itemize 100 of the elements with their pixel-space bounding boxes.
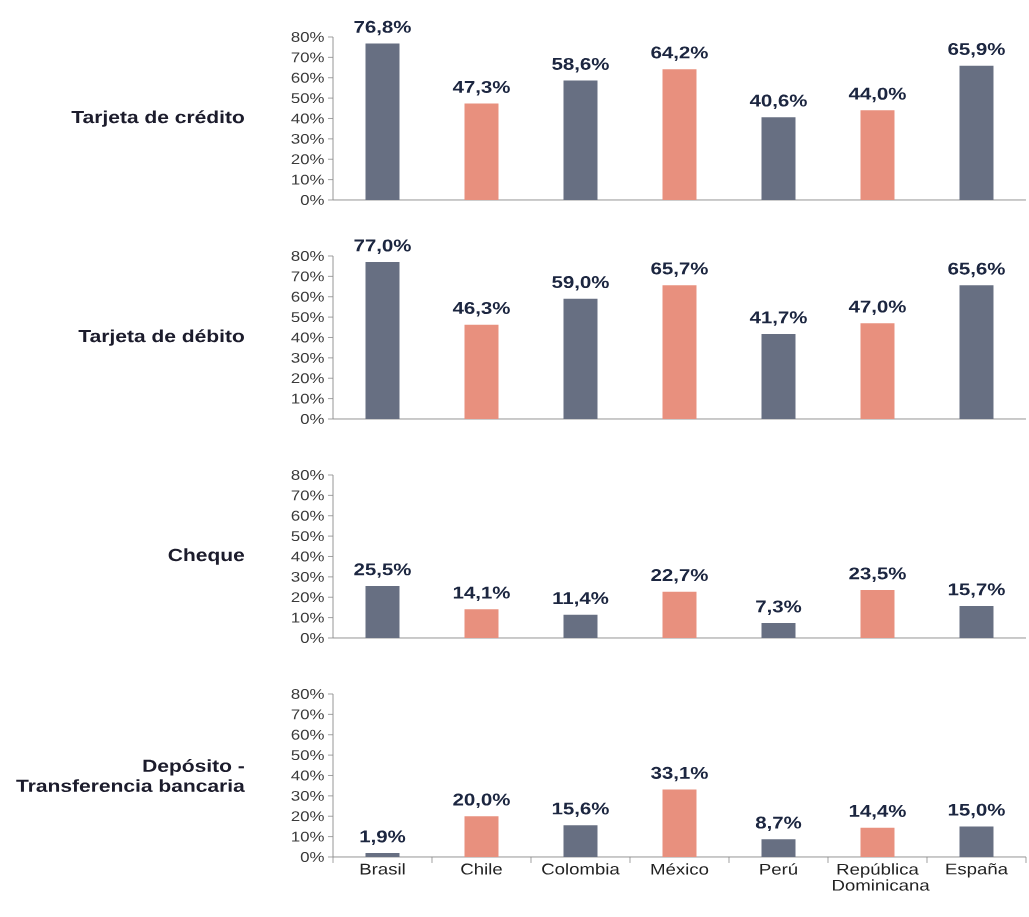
y-tick-label: 20%: [291, 154, 324, 165]
data-label: 7,3%: [756, 600, 802, 615]
data-label: 64,2%: [651, 46, 708, 61]
y-tick-label: 10%: [292, 174, 324, 185]
data-label: 15,6%: [552, 802, 609, 818]
y-tick-label: 30%: [291, 352, 324, 363]
y-tick-label: 40%: [291, 332, 324, 343]
bar: [959, 606, 994, 638]
x-tick-label: Brasil: [360, 863, 405, 875]
y-tick-label: 10%: [292, 831, 324, 842]
bar: [761, 623, 796, 638]
data-label: 1,9%: [360, 830, 406, 845]
y-tick-label: 70%: [291, 490, 324, 501]
bar: [464, 324, 499, 419]
data-label: 14,1%: [453, 586, 510, 602]
data-label: 65,9%: [948, 43, 1005, 58]
y-tick-label: 50%: [291, 93, 324, 104]
data-label: 41,7%: [749, 311, 807, 326]
data-label: 14,4%: [849, 804, 906, 820]
x-tick-label: México: [651, 863, 709, 875]
data-label: 15,7%: [948, 583, 1005, 598]
y-tick-label: 20%: [291, 373, 324, 384]
y-tick-label: 50%: [291, 531, 324, 542]
x-tick-label: República Dominicana: [833, 863, 930, 891]
data-label: 46,3%: [452, 301, 510, 317]
bar: [563, 80, 598, 200]
bar: [365, 262, 400, 419]
y-axis-title: Depósito - Transferencia bancaria: [16, 758, 245, 792]
bar: [365, 586, 400, 638]
y-tick-label: 80%: [291, 251, 324, 261]
y-tick-label: 60%: [291, 510, 324, 521]
data-label: 25,5%: [354, 563, 411, 578]
x-tick-label: Chile: [461, 863, 502, 875]
y-tick-label: 0%: [300, 195, 324, 205]
x-tick-label: España: [946, 863, 1009, 878]
y-tick-label: 70%: [291, 52, 324, 63]
y-tick-label: 60%: [291, 291, 324, 302]
y-tick-label: 70%: [291, 271, 324, 282]
bar: [563, 825, 598, 857]
bar: [959, 65, 994, 200]
y-tick-label: 40%: [291, 770, 324, 781]
data-label: 47,3%: [452, 80, 510, 96]
y-tick-label: 30%: [291, 133, 324, 144]
data-label: 23,5%: [849, 567, 906, 582]
bar: [662, 285, 697, 419]
y-tick-label: 20%: [291, 592, 324, 603]
data-label: 15,0%: [948, 803, 1005, 819]
bar: [761, 117, 796, 200]
bar: [365, 43, 400, 200]
y-tick-label: 10%: [292, 612, 324, 623]
bar: [464, 816, 499, 857]
y-axis-title: Tarjeta de crédito: [71, 110, 244, 127]
data-label: 76,8%: [354, 20, 411, 36]
bar: [860, 110, 895, 200]
bar: [761, 839, 796, 857]
bar: [662, 591, 697, 638]
y-tick-label: 80%: [291, 32, 324, 42]
y-axis-title: Cheque: [168, 548, 245, 565]
data-label: 8,7%: [755, 816, 802, 832]
data-label: 33,1%: [651, 766, 708, 782]
bar: [464, 609, 499, 638]
y-tick-label: 0%: [300, 852, 324, 862]
y-tick-label: 80%: [291, 689, 324, 699]
data-label: 77,0%: [354, 239, 411, 254]
data-label: 59,0%: [552, 276, 609, 291]
data-label: 47,0%: [848, 300, 906, 316]
bar: [761, 334, 796, 419]
y-tick-label: 80%: [291, 470, 324, 480]
y-tick-label: 40%: [291, 551, 324, 562]
x-tick-label: Colombia: [542, 863, 620, 875]
y-tick-label: 60%: [291, 729, 324, 740]
y-tick-label: 60%: [291, 72, 324, 83]
data-label: 44,0%: [848, 87, 906, 103]
y-tick-label: 30%: [291, 571, 324, 582]
bar: [959, 826, 994, 857]
y-tick-label: 50%: [291, 312, 324, 323]
y-tick-label: 0%: [300, 414, 324, 424]
data-label: 65,7%: [651, 262, 708, 277]
y-tick-label: 20%: [291, 811, 324, 822]
data-label: 40,6%: [749, 94, 807, 110]
y-axis-title: Tarjeta de débito: [78, 329, 244, 346]
y-tick-label: 50%: [291, 750, 324, 761]
y-tick-label: 0%: [300, 633, 324, 643]
bar: [365, 853, 400, 857]
y-tick-label: 10%: [292, 393, 324, 404]
data-label: 11,4%: [553, 592, 609, 607]
bar: [959, 285, 994, 419]
y-tick-label: 30%: [291, 790, 324, 801]
x-tick-label: Perú: [760, 863, 797, 875]
data-label: 22,7%: [651, 569, 708, 584]
data-label: 20,0%: [453, 793, 510, 809]
bar: [860, 590, 895, 638]
bar: [563, 614, 598, 638]
bar: [563, 298, 598, 419]
y-tick-label: 70%: [291, 709, 324, 720]
bar: [860, 827, 895, 857]
y-tick-label: 40%: [291, 113, 324, 124]
data-label: 65,6%: [948, 262, 1005, 278]
data-label: 58,6%: [552, 57, 609, 73]
bar: [662, 69, 697, 200]
